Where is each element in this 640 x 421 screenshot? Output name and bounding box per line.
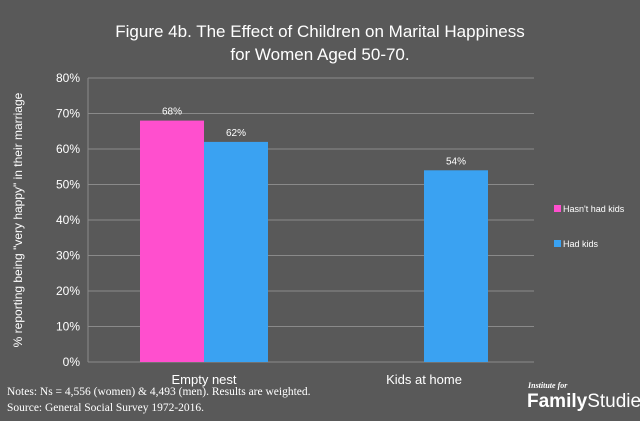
y-tick-label: 0%	[63, 355, 81, 369]
data-label: 54%	[446, 156, 466, 167]
logo-regular: Studies	[587, 391, 640, 412]
notes-line: Notes: Ns = 4,556 (women) & 4,493 (men).…	[7, 386, 311, 398]
title-line-2: for Women Aged 50-70.	[230, 45, 410, 64]
y-axis-label: % reporting being "very happy" in their …	[11, 92, 25, 347]
y-tick-label: 50%	[56, 178, 80, 192]
source-line: Source: General Social Survey 1972-2016.	[7, 402, 205, 414]
legend-swatch	[554, 205, 561, 212]
data-label: 62%	[226, 128, 246, 139]
y-tick-label: 60%	[56, 142, 80, 156]
logo-small-text: Institute for	[528, 381, 568, 390]
x-tick-label: Empty nest	[171, 372, 236, 387]
legend-swatch	[554, 240, 561, 247]
y-tick-label: 70%	[56, 107, 80, 121]
logo-bold: Family	[527, 391, 588, 412]
bar	[204, 141, 268, 362]
data-label: 68%	[162, 107, 182, 118]
bar	[424, 170, 488, 362]
bar	[140, 120, 204, 362]
y-tick-label: 40%	[56, 213, 80, 227]
y-tick-label: 80%	[56, 71, 80, 85]
y-tick-label: 10%	[56, 320, 80, 334]
x-tick-label: Kids at home	[386, 372, 462, 387]
legend-label: Had kids	[563, 239, 599, 249]
y-tick-label: 30%	[56, 249, 80, 263]
chart-title: Figure 4b. The Effect of Children on Mar…	[0, 20, 640, 66]
title-line-1: Figure 4b. The Effect of Children on Mar…	[115, 22, 525, 41]
logo: FamilyStudies	[527, 391, 640, 413]
y-tick-label: 20%	[56, 284, 80, 298]
legend-label: Hasn't had kids	[563, 204, 625, 214]
